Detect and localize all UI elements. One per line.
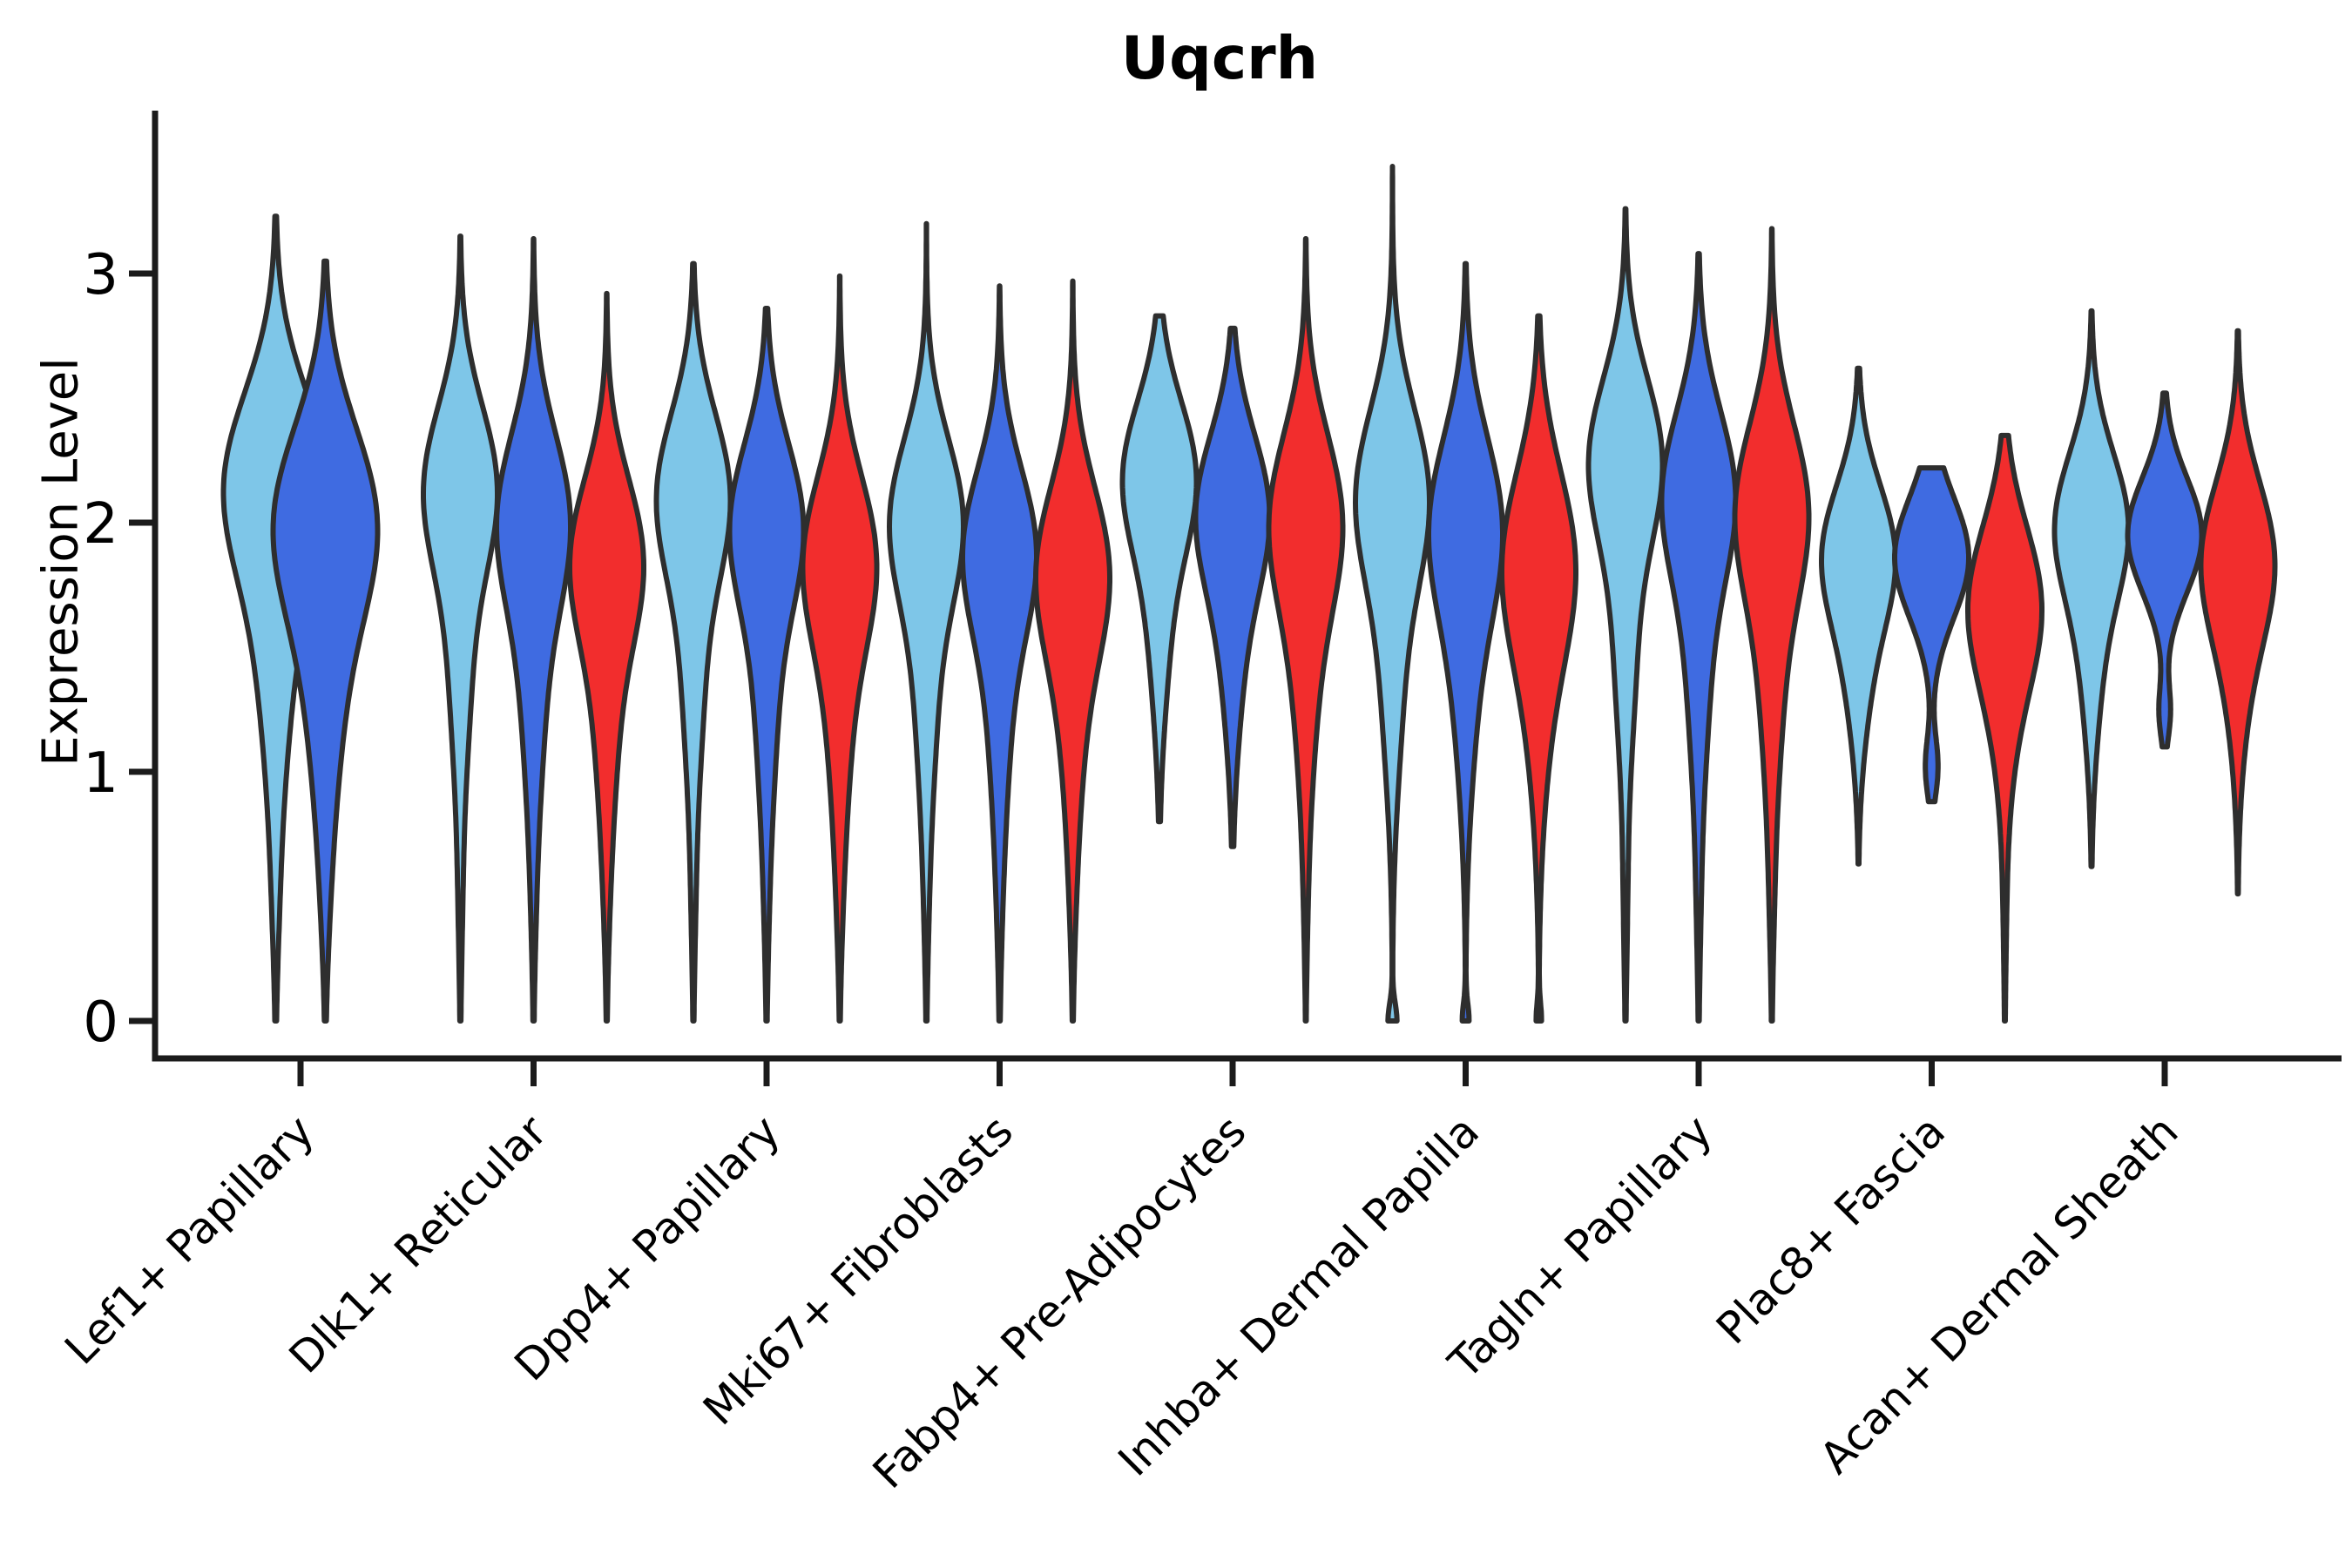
violin-4-split1 bbox=[887, 220, 966, 1024]
x-tick-label-8: Plac8+ Fascia bbox=[1707, 1105, 1955, 1354]
chart-title: Uqcrh bbox=[1120, 24, 1319, 93]
violin-9-split3 bbox=[2198, 328, 2278, 897]
violin-3-split1 bbox=[653, 260, 733, 1024]
violin-6-split3 bbox=[1499, 313, 1578, 1024]
y-tick-label-1: 1 bbox=[83, 741, 118, 806]
violin-5-split1 bbox=[1119, 313, 1200, 825]
violin-3-split2 bbox=[727, 306, 807, 1024]
violin-group-6 bbox=[1353, 164, 1578, 1024]
y-tick-label-3: 3 bbox=[83, 243, 118, 308]
violin-2-split2 bbox=[494, 236, 573, 1024]
violin-2-split3 bbox=[567, 290, 646, 1024]
violin-5-split3 bbox=[1266, 236, 1346, 1024]
violin-group-7 bbox=[1585, 206, 1812, 1024]
violin-7-split1 bbox=[1585, 206, 1666, 1024]
violin-group-2 bbox=[421, 233, 646, 1024]
y-tick-label-2: 2 bbox=[83, 492, 118, 557]
violin-group-8 bbox=[1819, 365, 2044, 1024]
violin-6-split2 bbox=[1426, 260, 1505, 1024]
violin-7-split2 bbox=[1659, 251, 1739, 1024]
violin-5-split2 bbox=[1193, 325, 1273, 849]
violin-group-4 bbox=[887, 220, 1112, 1024]
violin-group-3 bbox=[653, 260, 880, 1024]
violin-6-split1 bbox=[1353, 164, 1432, 1024]
violin-3-split3 bbox=[800, 273, 880, 1024]
violin-4-split3 bbox=[1033, 278, 1112, 1024]
violin-2-split1 bbox=[421, 233, 500, 1024]
violin-1-split2 bbox=[270, 258, 381, 1024]
violin-group-1 bbox=[220, 213, 381, 1024]
violin-8-split2 bbox=[1892, 465, 1971, 805]
y-tick-label-0: 0 bbox=[83, 990, 118, 1055]
x-tick-label-2: Dlk1+ Reticular bbox=[280, 1105, 557, 1382]
violin-9-split2 bbox=[2125, 390, 2205, 750]
violin-8-split3 bbox=[1965, 432, 2044, 1024]
x-tick-label-1: Lef1+ Papillary bbox=[55, 1105, 323, 1374]
violin-7-split3 bbox=[1732, 226, 1812, 1024]
x-tick-label-5: Fabp4+ Pre-Adipocytes bbox=[863, 1105, 1256, 1498]
violin-group-9 bbox=[2051, 308, 2278, 897]
violin-8-split1 bbox=[1819, 365, 1898, 867]
violin-group-5 bbox=[1119, 236, 1346, 1024]
violin-4-split2 bbox=[960, 283, 1039, 1024]
violin-9-split1 bbox=[2051, 308, 2132, 869]
